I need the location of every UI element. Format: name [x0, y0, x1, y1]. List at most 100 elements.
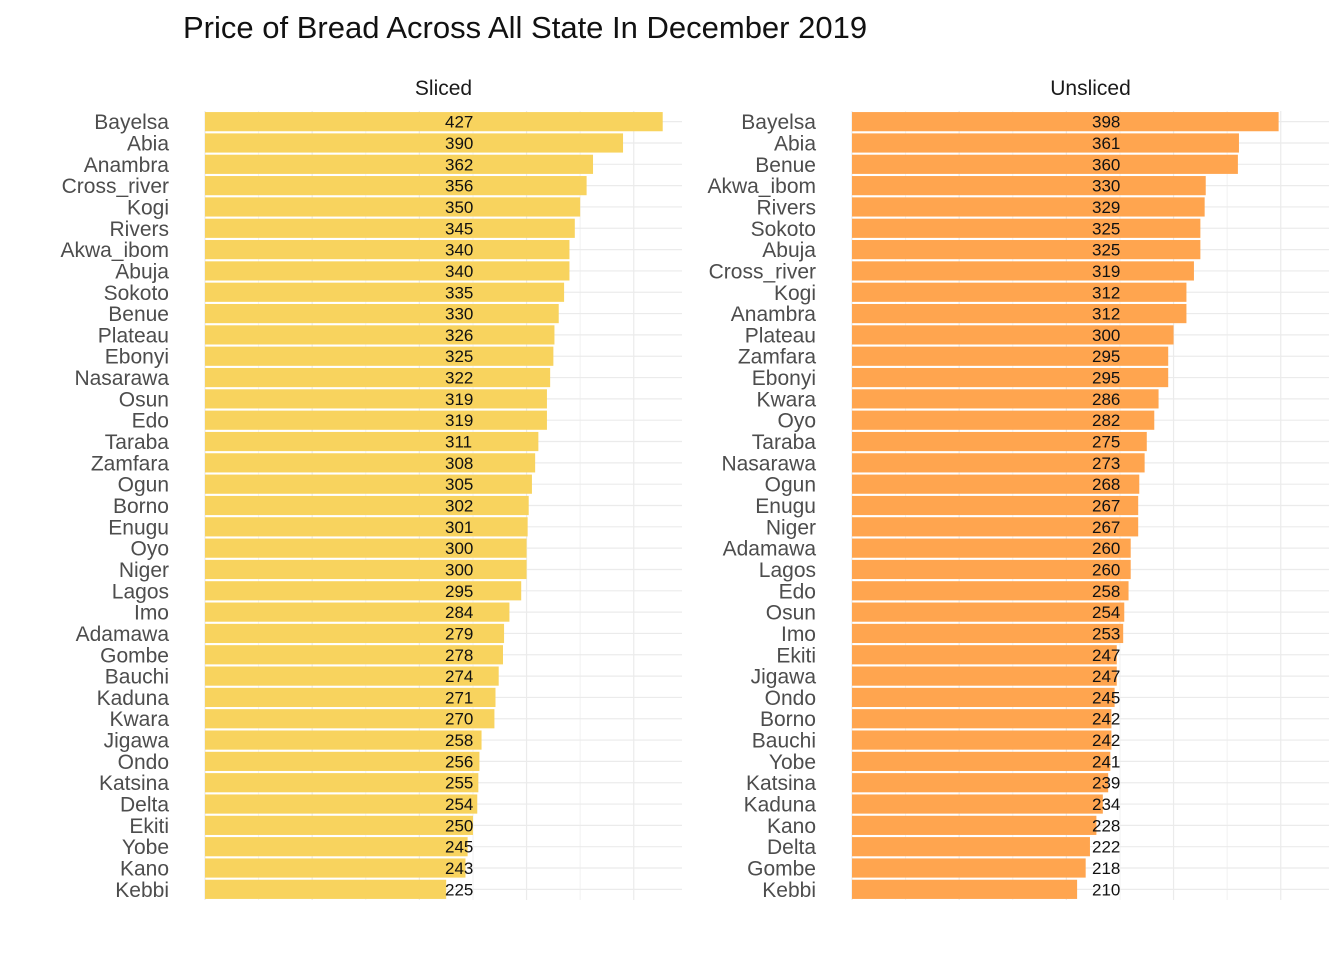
data-label: 312	[1092, 305, 1120, 324]
data-label: 271	[445, 688, 473, 707]
data-label: 325	[1092, 219, 1120, 238]
y-tick-label: Lagos	[759, 559, 816, 582]
data-label: 390	[445, 134, 473, 153]
y-tick-label: Abuja	[115, 260, 169, 283]
y-tick-label: Kwara	[756, 388, 816, 411]
bar	[205, 154, 594, 174]
y-tick-label: Ondo	[118, 751, 169, 774]
bar	[852, 645, 1117, 665]
data-label: 247	[1092, 646, 1120, 665]
y-tick-label: Bauchi	[752, 730, 816, 753]
bar	[852, 367, 1169, 388]
bar	[205, 240, 570, 260]
data-label: 295	[1092, 369, 1120, 388]
data-label: 311	[445, 433, 472, 452]
y-tick-label: Taraba	[105, 431, 170, 454]
y-tick-label: Benue	[108, 303, 169, 326]
bar	[852, 730, 1112, 750]
y-tick-label: Lagos	[112, 580, 169, 603]
data-label: 350	[445, 198, 473, 217]
y-tick-label: Sokoto	[104, 282, 169, 305]
bar	[205, 346, 554, 366]
y-tick-label: Yobe	[769, 751, 816, 774]
y-tick-label: Ogun	[765, 474, 816, 497]
data-label: 356	[445, 177, 473, 196]
y-tick-label: Osun	[119, 388, 169, 411]
y-tick-label: Bauchi	[105, 666, 169, 689]
data-label: 295	[1092, 347, 1120, 366]
bar	[205, 687, 496, 708]
y-tick-label: Zamfara	[738, 346, 817, 369]
facet-strip-label: Unsliced	[1050, 77, 1131, 100]
y-tick-label: Imo	[781, 623, 816, 646]
y-tick-label: Imo	[134, 602, 169, 625]
bar	[852, 773, 1109, 793]
data-label: 242	[1092, 731, 1120, 750]
data-label: 273	[1092, 454, 1120, 473]
data-label: 243	[445, 859, 473, 878]
bar	[852, 666, 1117, 686]
bar	[205, 538, 527, 558]
bar	[852, 389, 1159, 409]
bar	[852, 858, 1086, 878]
bar	[205, 815, 473, 835]
y-tick-label: Taraba	[752, 431, 817, 454]
bar	[852, 495, 1139, 516]
bar	[852, 410, 1155, 430]
bar	[852, 517, 1139, 537]
data-label: 301	[445, 518, 473, 537]
data-label: 274	[445, 667, 473, 686]
y-tick-label: Nasarawa	[74, 367, 169, 390]
data-label: 398	[1092, 113, 1120, 132]
bar	[205, 218, 575, 238]
y-tick-label: Abia	[774, 132, 816, 155]
y-tick-label: Nasarawa	[721, 452, 816, 475]
y-tick-label: Jigawa	[751, 666, 817, 689]
data-label: 295	[445, 582, 473, 601]
data-label: 279	[445, 624, 473, 643]
data-label: 247	[1092, 667, 1120, 686]
bar	[205, 453, 536, 473]
data-label: 268	[1092, 475, 1120, 494]
data-label: 345	[445, 219, 473, 238]
y-tick-label: Plateau	[98, 324, 169, 347]
y-tick-label: Abia	[127, 132, 169, 155]
bar	[852, 303, 1187, 324]
bar	[205, 112, 663, 132]
bar	[852, 581, 1129, 601]
data-label: 254	[445, 795, 473, 814]
y-tick-label: Borno	[760, 708, 816, 731]
bar	[205, 431, 539, 452]
data-label: 340	[445, 241, 473, 260]
y-tick-label: Ebonyi	[105, 346, 169, 369]
data-label: 254	[1092, 603, 1120, 622]
y-tick-label: Katsina	[746, 772, 816, 795]
y-tick-label: Kebbi	[762, 879, 816, 902]
data-label: 329	[1092, 198, 1120, 217]
facet-strip-label: Sliced	[415, 77, 472, 100]
bar	[852, 879, 1078, 899]
bar	[205, 389, 547, 409]
bar	[205, 325, 555, 345]
data-label: 300	[445, 539, 473, 558]
bar	[205, 197, 581, 217]
y-tick-label: Jigawa	[104, 730, 170, 753]
bar	[852, 197, 1205, 217]
chart-title: Price of Bread Across All State In Decem…	[183, 10, 868, 45]
data-label: 312	[1092, 283, 1120, 302]
data-label: 228	[1092, 816, 1120, 835]
data-label: 362	[445, 155, 473, 174]
data-label: 335	[445, 283, 473, 302]
data-label: 218	[1092, 859, 1120, 878]
data-label: 427	[445, 113, 473, 132]
bar	[205, 837, 468, 857]
y-tick-label: Kwara	[109, 708, 169, 731]
y-tick-label: Anambra	[731, 303, 817, 326]
data-label: 302	[445, 497, 473, 516]
y-tick-label: Kogi	[127, 196, 169, 219]
y-tick-label: Kaduna	[744, 794, 817, 817]
data-label: 322	[445, 369, 473, 388]
y-tick-label: Enugu	[108, 516, 169, 539]
bar	[205, 602, 510, 622]
